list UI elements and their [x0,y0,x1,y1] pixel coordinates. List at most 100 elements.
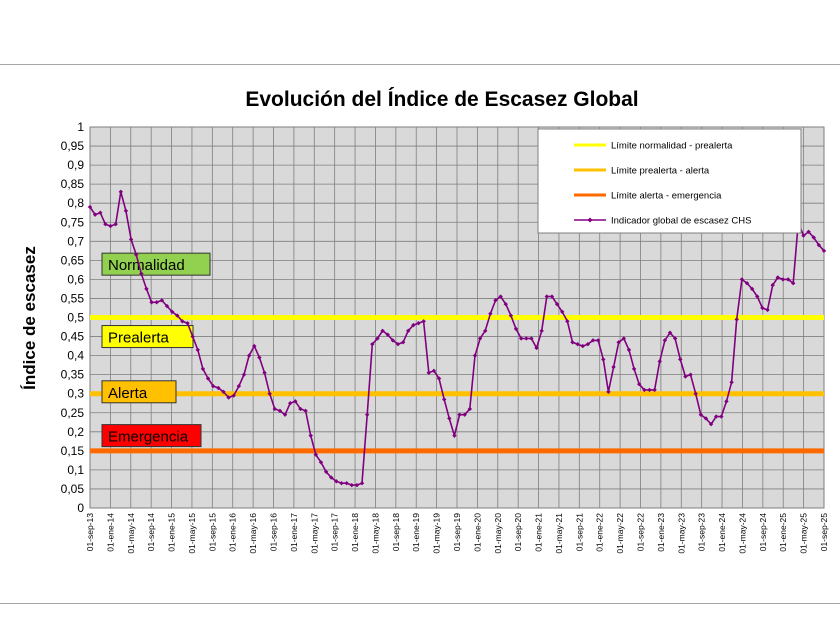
series-point [236,383,242,389]
y-axis: 0 0,05 0,1 0,15 0,2 0,25 0,3 0,35 0,4 0,45 0,5 0,55… [61,120,85,515]
series-point [765,307,770,313]
series-point [282,412,288,417]
series-point [498,294,503,299]
series-point [616,340,621,345]
series-point [406,328,411,334]
top-divider [0,64,840,65]
series-point [252,343,257,349]
series-point [565,319,570,324]
zone-label-emergencia: Emergencia [101,424,202,448]
series-point [416,321,421,326]
legend-label: Límite prealerta - alerta [611,166,710,177]
series-point [175,313,180,318]
series-point [637,381,642,387]
series-point [601,357,606,362]
y-tick-label: 0,8 [67,196,84,210]
series-point [467,406,473,412]
x-tick-label: 01-sep-13 [85,513,95,552]
x-tick-label: 01-sep-21 [574,513,584,552]
zone-text: Alerta [108,385,148,402]
legend-marker [587,217,593,223]
series-point [544,294,550,299]
x-tick-label: 01-may-21 [554,513,564,554]
x-tick-label: 01-ene-20 [472,513,482,552]
series-point [385,332,390,337]
series-point [483,328,488,334]
series-point [313,452,319,457]
series-point [87,204,93,210]
x-tick-label: 01-may-20 [493,513,503,554]
series-point [128,237,134,242]
series-point [205,376,211,381]
zone-text: Normalidad [108,257,185,274]
series-point [611,364,616,370]
series-point [462,412,467,417]
series-point [678,357,683,362]
y-tick-label: 0,55 [61,291,85,305]
series-point [775,275,781,280]
series-point [719,414,724,419]
series-point [606,389,611,394]
series-point [493,298,498,303]
series-point [257,355,262,360]
chart-title: Evolución del Índice de Escasez Global [245,88,638,111]
series-point [791,281,796,286]
series-point [529,336,534,341]
bottom-divider [0,603,840,604]
series-point [488,311,493,316]
series-point [380,328,385,334]
series-point [554,301,560,307]
series-point [785,277,791,282]
series-point [318,460,324,465]
series-point [755,294,760,299]
series-point [770,282,775,288]
series-point [724,399,729,404]
series-point [801,233,806,238]
x-tick-label: 01-may-16 [248,513,258,554]
series-point [821,248,827,254]
series-point [293,399,298,404]
series-point [287,401,293,406]
y-axis-label: Índice de escasez [20,246,39,390]
zone-box [101,380,177,404]
series-point [570,340,575,345]
series-point [139,271,144,276]
series-point [364,412,370,417]
x-tick-label: 01-may-22 [615,513,625,554]
series-point [344,481,349,486]
series-point [339,481,344,486]
series-point [729,380,734,385]
series-point [652,387,657,393]
series-point [508,313,514,318]
series-point [395,341,401,347]
x-tick-label: 01-ene-25 [778,513,788,552]
x-tick-label: 01-ene-15 [167,513,177,552]
series-point [621,336,627,341]
series-point [400,340,406,345]
x-tick-label: 01-ene-18 [350,513,360,552]
series-point [436,376,442,381]
x-tick-label: 01-sep-25 [819,513,829,552]
y-tick-label: 0,6 [67,272,84,286]
x-tick-label: 01-may-18 [370,513,380,554]
x-tick-label: 01-sep-14 [146,513,156,552]
zone-label-normalidad: Normalidad [101,252,211,276]
series-point [370,341,375,347]
series-point [108,223,113,229]
series-point [349,482,354,488]
y-tick-label: 0,1 [67,463,84,477]
series-point [354,482,360,488]
series-point [816,242,822,248]
legend-label: Límite normalidad - prealerta [611,141,733,152]
series-point [683,374,688,379]
x-tick-label: 01-may-25 [799,513,809,554]
y-tick-label: 0,4 [67,349,84,363]
x-tick-label: 01-ene-23 [656,513,666,552]
series-point [216,385,221,391]
y-tick-label: 1 [77,120,84,134]
legend-entry: Límite normalidad - prealerta [574,141,733,152]
series-point [739,277,745,282]
series-point [149,300,154,305]
series-point [98,210,103,215]
